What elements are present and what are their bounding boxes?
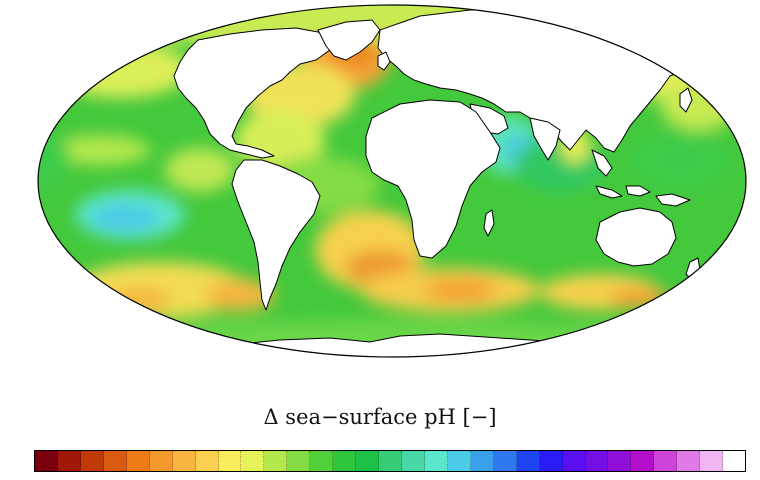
- colorbar-swatch: [677, 451, 701, 471]
- colorbar-swatch: [218, 451, 242, 471]
- colorbar-swatch: [470, 451, 494, 471]
- colorbar-swatch: [379, 451, 402, 471]
- colorbar-swatch: [310, 451, 334, 471]
- colorbar-swatch: [103, 451, 127, 471]
- colorbar-swatch: [608, 451, 632, 471]
- colorbar-swatch: [287, 451, 311, 471]
- colorbar-swatch: [700, 451, 724, 471]
- colorbar-swatch: [172, 451, 196, 471]
- colorbar-swatch: [723, 451, 746, 471]
- colorbar-swatch: [631, 451, 655, 471]
- new-guinea: [655, 193, 691, 207]
- australia: [595, 207, 677, 267]
- colorbar-swatch: [35, 451, 58, 471]
- southeast-asia: [591, 149, 613, 177]
- colorbar-swatch: [585, 451, 609, 471]
- japan: [679, 87, 693, 113]
- antarctica: [159, 333, 661, 357]
- colorbar-swatch: [356, 451, 380, 471]
- colorbar-swatch: [654, 451, 678, 471]
- colorbar-swatch: [264, 451, 288, 471]
- indonesia-west: [595, 185, 623, 199]
- colorbar-swatch: [424, 451, 448, 471]
- mollweide-map: [37, 4, 747, 358]
- colorbar-swatch: [126, 451, 150, 471]
- colorbar-title: Δ sea−surface pH [−]: [263, 405, 497, 429]
- colorbar-swatch: [195, 451, 219, 471]
- greenland: [317, 19, 381, 61]
- ocean-field: [38, 5, 746, 357]
- colorbar-swatch: [80, 451, 104, 471]
- colorbar-swatch: [516, 451, 540, 471]
- colorbar-swatch: [402, 451, 425, 471]
- ph-change-map: [37, 4, 747, 358]
- map-border: [37, 4, 747, 358]
- colorbar-swatch: [447, 451, 471, 471]
- madagascar: [483, 209, 495, 237]
- africa: [365, 99, 501, 259]
- british-isles: [377, 51, 391, 71]
- colorbar-swatch: [333, 451, 357, 471]
- colorbar-swatch: [241, 451, 265, 471]
- colorbar-swatch: [149, 451, 173, 471]
- colorbar-swatch: [562, 451, 586, 471]
- indonesia-east: [625, 185, 651, 197]
- colorbar-swatch: [493, 451, 517, 471]
- colorbar-swatch: [57, 451, 81, 471]
- colorbar: [34, 450, 746, 472]
- indian-subcontinent: [529, 117, 561, 161]
- colorbar-swatch: [539, 451, 563, 471]
- south-america: [231, 159, 321, 311]
